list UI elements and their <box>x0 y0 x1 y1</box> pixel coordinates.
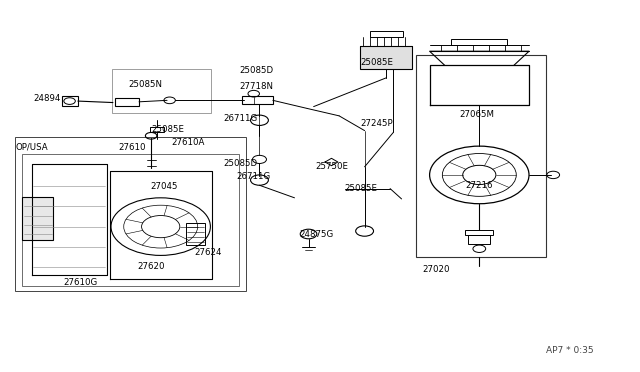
Text: AP7 * 0:35: AP7 * 0:35 <box>546 346 594 355</box>
Text: 27216: 27216 <box>465 182 493 190</box>
Bar <box>243 96 273 105</box>
Text: 27065M: 27065M <box>459 109 494 119</box>
Text: 26711G: 26711G <box>223 114 257 123</box>
Text: 25085E: 25085E <box>151 125 184 134</box>
Text: 25085D: 25085D <box>239 66 273 75</box>
Text: 24875G: 24875G <box>300 230 334 239</box>
Bar <box>150 127 164 132</box>
Bar <box>468 235 490 244</box>
Text: 27718N: 27718N <box>239 82 273 91</box>
Bar <box>451 39 508 45</box>
Text: 25750E: 25750E <box>316 162 349 171</box>
Bar <box>22 154 239 286</box>
Text: 25085E: 25085E <box>344 184 377 193</box>
Text: 27624: 27624 <box>195 248 222 257</box>
Bar <box>62 96 78 106</box>
Bar <box>415 55 546 257</box>
Text: 25085N: 25085N <box>129 80 163 89</box>
Bar <box>465 230 493 235</box>
Text: OP/USA: OP/USA <box>15 143 48 152</box>
Text: 25085E: 25085E <box>360 58 393 67</box>
Text: 27610: 27610 <box>118 143 145 152</box>
Bar <box>360 46 412 68</box>
Text: 27610G: 27610G <box>64 278 98 287</box>
Text: 27620: 27620 <box>137 262 164 270</box>
Text: 27020: 27020 <box>422 264 449 273</box>
Bar <box>22 197 53 240</box>
Text: 26711G: 26711G <box>236 171 270 180</box>
Text: 27245P: 27245P <box>360 119 393 128</box>
Text: 27045: 27045 <box>150 182 177 191</box>
Text: 27610A: 27610A <box>172 138 205 147</box>
Bar <box>370 31 403 37</box>
Bar <box>186 223 205 245</box>
Bar <box>112 69 211 113</box>
Text: 25085D: 25085D <box>223 159 257 169</box>
Bar <box>115 98 139 106</box>
Text: 24894: 24894 <box>33 94 61 103</box>
Bar <box>15 137 246 291</box>
